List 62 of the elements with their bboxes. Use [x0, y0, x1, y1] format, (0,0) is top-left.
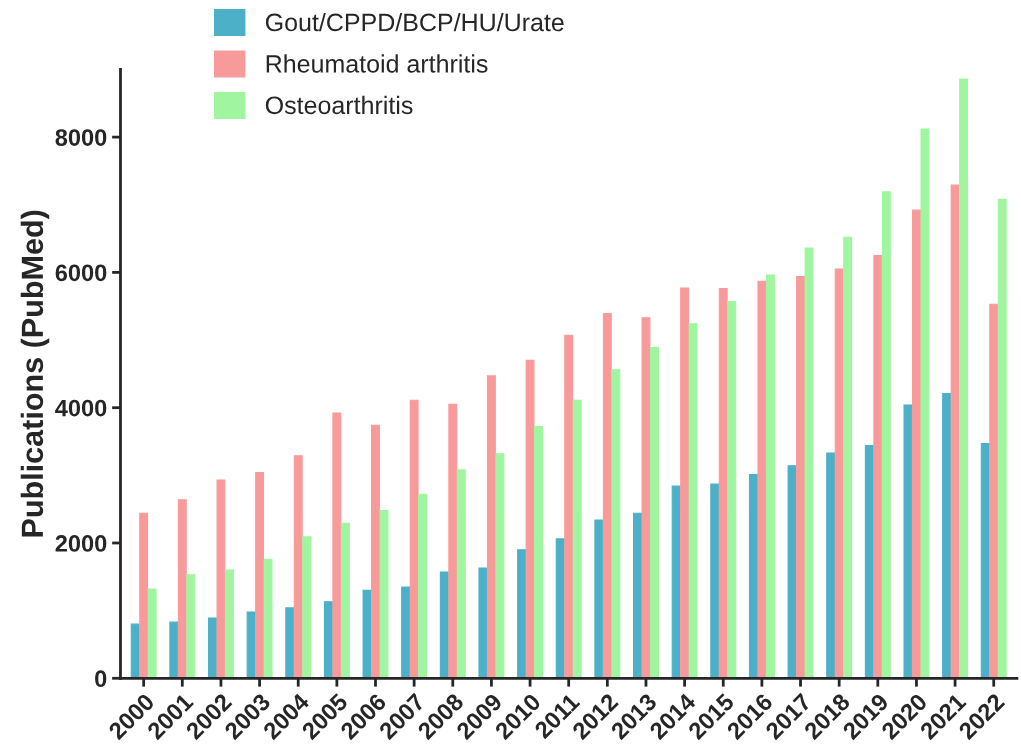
bar [594, 519, 604, 679]
bar [727, 300, 737, 679]
y-tick-label: 6000 [55, 264, 107, 282]
bar [718, 288, 728, 679]
bar [903, 404, 913, 679]
bar [216, 479, 226, 679]
bar [401, 586, 411, 679]
bar [371, 424, 380, 679]
bar [379, 509, 389, 679]
bar [843, 236, 853, 679]
bar [418, 493, 428, 679]
bar [765, 274, 775, 679]
bar [302, 536, 312, 679]
bar [688, 323, 698, 679]
bar [409, 399, 419, 679]
bar [495, 453, 505, 679]
bar [478, 567, 488, 679]
y-tick-label: 2000 [55, 535, 107, 552]
bar [641, 317, 651, 679]
y-tick-label: 4000 [55, 399, 107, 417]
bar [456, 469, 466, 679]
bar [169, 621, 179, 679]
bar [959, 78, 969, 679]
bar [293, 455, 303, 679]
bar [332, 412, 342, 679]
bar [255, 472, 265, 679]
bar [680, 287, 690, 679]
bar [186, 574, 196, 679]
bar [362, 589, 372, 679]
bar [611, 369, 621, 679]
bar [572, 399, 582, 679]
bar [710, 483, 720, 679]
y-tick-label: 8000 [55, 129, 107, 146]
legend-label: Gout/CPPD/BCP/HU/Urate [265, 12, 564, 32]
bar [920, 128, 930, 679]
bar [757, 280, 767, 679]
bar [285, 607, 295, 679]
bar [942, 392, 952, 679]
bar [340, 522, 350, 679]
bar [147, 588, 157, 679]
bar [989, 303, 999, 679]
bar [826, 452, 836, 679]
legend-label: Rheumatoid arthritis [266, 54, 488, 73]
bar [650, 346, 659, 679]
bar [787, 465, 797, 679]
y-axis-title: Publications (PubMed) [20, 210, 50, 537]
bar [997, 198, 1007, 679]
legend-label: Osteoarthritis [265, 95, 413, 115]
bar [602, 313, 612, 679]
bar [564, 334, 574, 679]
bar [177, 499, 187, 679]
bar [224, 569, 234, 679]
bar [448, 403, 458, 679]
bar [804, 247, 814, 679]
bar [139, 512, 149, 679]
bar [486, 375, 496, 679]
y-tick-label: 0 [95, 670, 107, 688]
bar [534, 426, 544, 679]
bar [873, 254, 883, 679]
bar [525, 359, 535, 679]
bar [263, 558, 273, 679]
bar [881, 191, 891, 679]
